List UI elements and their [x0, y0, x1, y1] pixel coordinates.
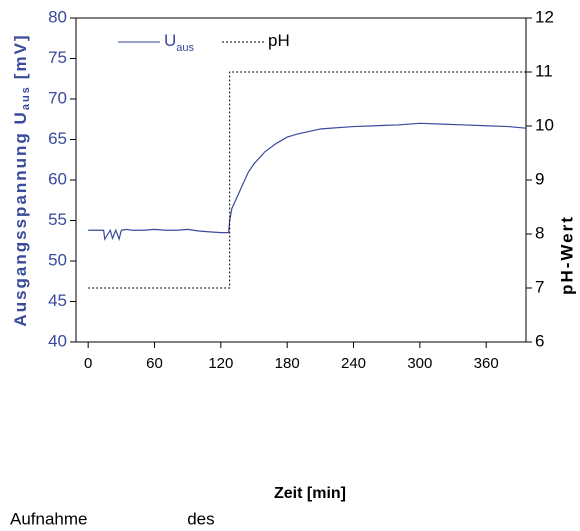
y-tick-label: 70: [48, 88, 67, 107]
y-axis-label: Ausgangsspannung Uaus [mV]: [11, 33, 31, 326]
y2-tick-label: 10: [535, 115, 554, 134]
legend-sub: aus: [176, 42, 194, 54]
legend-name: pH: [268, 31, 290, 50]
y2-tick-label: 12: [535, 7, 554, 26]
x-tick-label: 300: [407, 355, 432, 372]
y2-axis-label: pH-Wert: [557, 215, 576, 295]
y-tick-label: 80: [48, 7, 67, 26]
y-label-sub: aus: [20, 85, 32, 110]
y-tick-label: 60: [48, 169, 67, 188]
x-tick-label: 360: [474, 355, 499, 372]
legend-label: Uaus: [164, 31, 195, 53]
y2-tick-label: 7: [535, 277, 544, 296]
plot-frame: [75, 17, 527, 343]
x-tick-label: 180: [275, 355, 300, 372]
x-tick-label: 60: [146, 355, 163, 372]
x-tick-label: 120: [208, 355, 233, 372]
x-tick-label: 240: [341, 355, 366, 372]
y-label-unit: [mV]: [11, 33, 30, 79]
y2-tick-label: 6: [535, 331, 544, 350]
y2-tick-label: 9: [535, 169, 544, 188]
series-line: [88, 71, 526, 289]
y2-tick-label: 11: [535, 61, 553, 80]
y-tick-label: 65: [48, 129, 67, 148]
y-tick-label: 75: [48, 48, 67, 67]
y2-tick-label: 8: [535, 223, 544, 242]
y-tick-label: 50: [48, 250, 67, 269]
series-line: [88, 122, 527, 242]
y-tick-label: 40: [48, 331, 67, 350]
legend-name: U: [164, 31, 176, 50]
y-tick-label: 45: [48, 291, 67, 310]
legend-label: pH: [268, 31, 290, 50]
caption: Aufnahme des: [10, 509, 215, 528]
x-tick-label: 0: [84, 355, 92, 372]
y-label-main: Ausgangsspannung U: [11, 110, 30, 326]
x-axis-label: Zeit [min]: [274, 485, 346, 502]
y-tick-label: 55: [48, 210, 67, 229]
